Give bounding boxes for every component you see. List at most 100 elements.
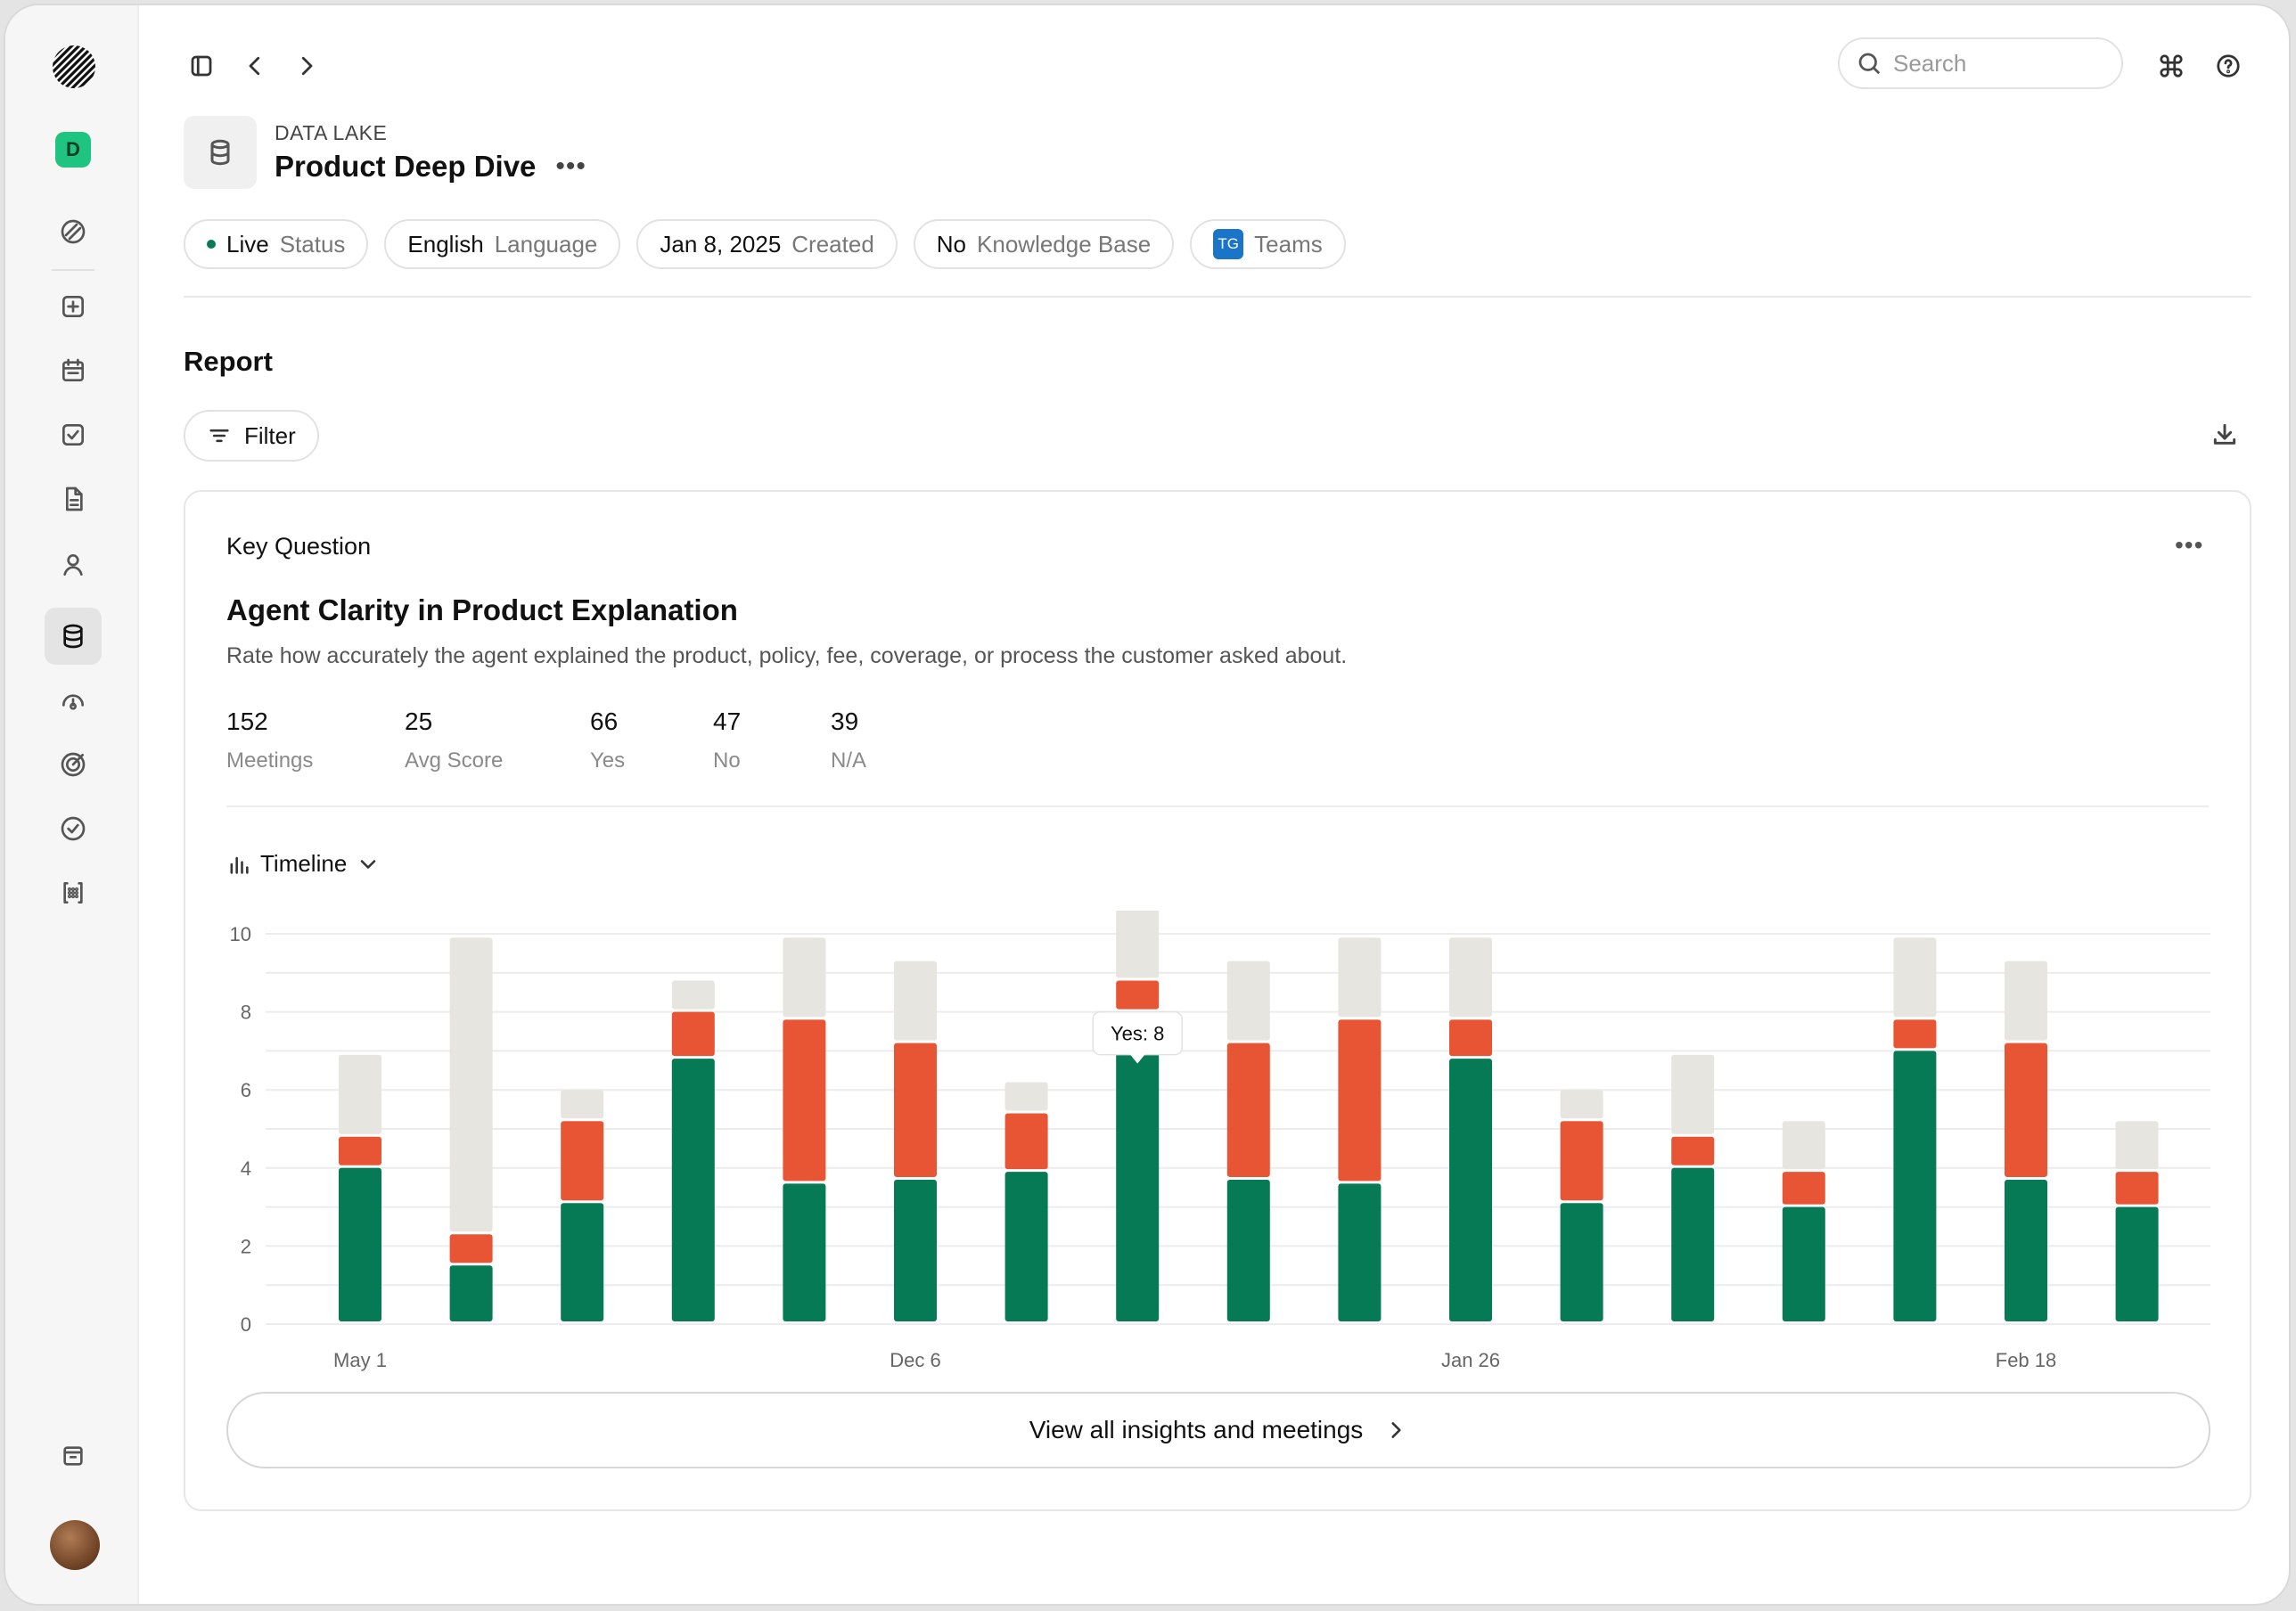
target-icon xyxy=(61,752,86,777)
bar-segment-yes xyxy=(1004,1172,1048,1321)
bar-segment-yes xyxy=(2115,1206,2159,1321)
sidebar-item-archive[interactable] xyxy=(45,1427,102,1484)
logo-icon[interactable] xyxy=(52,45,96,89)
help-icon xyxy=(2217,54,2240,78)
bar-segment-no xyxy=(1671,1136,1715,1165)
bar-segment-no xyxy=(2115,1172,2159,1205)
bar-segment-yes xyxy=(1226,1179,1270,1321)
stat-na: 39 N/A xyxy=(831,707,938,773)
bar-segment-no xyxy=(561,1121,604,1201)
bar-segment-na xyxy=(1226,961,1270,1041)
chip-key: Created xyxy=(791,230,874,258)
forward-button[interactable] xyxy=(291,50,323,82)
knowledge-base-chip[interactable]: No Knowledge Base xyxy=(913,219,1175,269)
sidebar-item-tasks[interactable] xyxy=(45,406,102,463)
help-button[interactable] xyxy=(2212,50,2244,82)
stat-meetings: 152 Meetings xyxy=(226,707,405,773)
created-chip[interactable]: Jan 8, 2025 Created xyxy=(636,219,898,269)
bar-segment-no xyxy=(449,1234,493,1263)
bar-segment-yes xyxy=(1116,1011,1160,1321)
bar-segment-na xyxy=(2115,1121,2159,1170)
divider xyxy=(226,806,2209,807)
sidebar-divider xyxy=(52,269,94,271)
y-tick-label: 6 xyxy=(241,1079,251,1101)
search-placeholder: Search xyxy=(1893,49,1967,77)
command-button[interactable] xyxy=(2155,50,2187,82)
stats-row: 152 Meetings 25 Avg Score 66 Yes 47 No 3… xyxy=(226,707,938,773)
divider xyxy=(184,296,2251,298)
main-content: Search DATA LAKE Product Deep Dive ••• L… xyxy=(139,5,2289,1604)
command-icon xyxy=(2160,54,2183,78)
document-icon xyxy=(66,487,83,511)
back-button[interactable] xyxy=(239,50,271,82)
sidebar-item-new[interactable] xyxy=(45,278,102,335)
card-more-button[interactable]: ••• xyxy=(2175,531,2204,559)
sidebar-item-keypad[interactable] xyxy=(45,864,102,921)
language-chip[interactable]: English Language xyxy=(384,219,621,269)
y-tick-label: 8 xyxy=(241,1002,251,1024)
compass-slash-icon xyxy=(61,219,86,244)
chip-value: No xyxy=(936,230,967,258)
x-tick-label: Dec 6 xyxy=(890,1349,940,1371)
timeline-chart: 0 2 4 6 8 10 May 1 Dec 6 Jan 26 Feb 18 Yes: 8 xyxy=(185,898,2253,1410)
stat-yes: 66 Yes xyxy=(590,707,713,773)
sidebar-item-data-lake[interactable] xyxy=(45,608,102,665)
bar-segment-na xyxy=(1116,898,1160,978)
stat-label: N/A xyxy=(831,748,867,773)
bar-segment-no xyxy=(1893,1019,1937,1049)
y-tick-label: 10 xyxy=(230,923,251,945)
bar-chart-icon xyxy=(230,856,249,874)
breadcrumb: DATA LAKE xyxy=(275,121,388,144)
person-icon xyxy=(63,554,83,576)
live-dot-icon xyxy=(207,240,216,249)
bar-segment-na xyxy=(1004,1082,1048,1111)
bar-segment-yes xyxy=(671,1059,715,1321)
filter-button[interactable]: Filter xyxy=(184,410,319,462)
bar-segment-yes xyxy=(783,1183,826,1321)
bar-segment-yes xyxy=(2005,1179,2047,1321)
tooltip-text: Yes: 8 xyxy=(1111,1023,1164,1045)
page-more-button[interactable]: ••• xyxy=(555,151,586,181)
search-input[interactable]: Search xyxy=(1838,37,2123,89)
sidebar-item-explore[interactable] xyxy=(45,203,102,260)
sidebar-item-documents[interactable] xyxy=(45,470,102,527)
view-selector-label: Timeline xyxy=(260,850,348,877)
download-icon xyxy=(2213,423,2236,445)
avatar[interactable] xyxy=(50,1520,100,1570)
stat-value: 66 xyxy=(590,707,619,735)
database-icon xyxy=(63,624,83,649)
y-tick-label: 0 xyxy=(241,1313,251,1336)
stat-label: Meetings xyxy=(226,748,314,773)
stat-label: Yes xyxy=(590,748,626,773)
workspace-badge[interactable]: D xyxy=(55,132,91,168)
bar-segment-yes xyxy=(1782,1206,1825,1321)
sidebar-toggle-button[interactable] xyxy=(185,50,217,82)
status-chip[interactable]: Live Status xyxy=(184,219,369,269)
tooltip-arrow xyxy=(1129,1053,1146,1064)
stat-no: 47 No xyxy=(713,707,831,773)
x-tick-label: Jan 26 xyxy=(1441,1349,1500,1371)
download-button[interactable] xyxy=(2210,421,2243,453)
view-selector[interactable]: Timeline xyxy=(226,850,381,878)
teams-chip[interactable]: TG Teams xyxy=(1190,219,1346,269)
view-all-button[interactable]: View all insights and meetings xyxy=(226,1392,2210,1468)
stat-label: Avg Score xyxy=(405,748,504,773)
sidebar-item-contacts[interactable] xyxy=(45,536,102,593)
chevron-left-icon xyxy=(249,56,260,76)
stat-value: 47 xyxy=(713,707,742,735)
sidebar: D xyxy=(5,5,139,1604)
x-tick-label: May 1 xyxy=(333,1349,387,1371)
bar-segment-yes xyxy=(1449,1059,1492,1321)
sidebar-item-calendar[interactable] xyxy=(45,342,102,399)
sidebar-item-reviews[interactable] xyxy=(45,800,102,857)
bar-segment-no xyxy=(1226,1043,1270,1177)
bar-segment-no xyxy=(1560,1121,1603,1201)
sidebar-item-goals[interactable] xyxy=(45,736,102,793)
sidebar-item-performance[interactable] xyxy=(45,672,102,729)
chip-key: Status xyxy=(279,230,346,258)
bar-segment-na xyxy=(561,1090,604,1119)
bar-segment-na xyxy=(671,980,715,1010)
stat-avg-score: 25 Avg Score xyxy=(405,707,590,773)
stat-label: No xyxy=(713,748,741,773)
bar-segment-no xyxy=(1782,1172,1825,1205)
